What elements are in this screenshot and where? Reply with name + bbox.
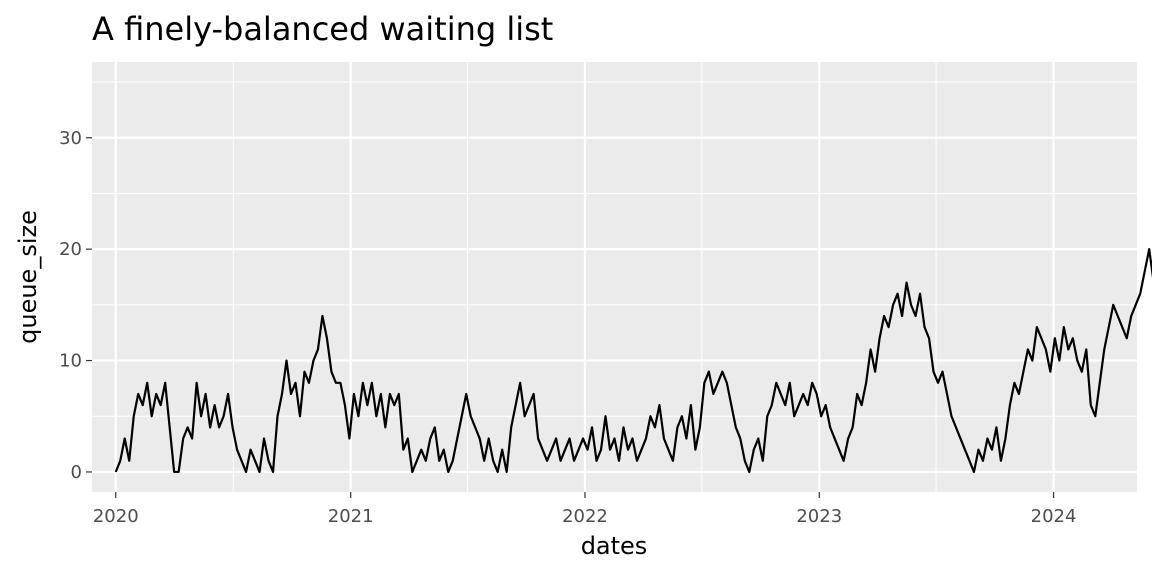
grid-minor bbox=[92, 62, 1137, 492]
x-tick-label: 2023 bbox=[796, 506, 842, 527]
plot-panel bbox=[92, 62, 1137, 492]
x-axis-title: dates bbox=[581, 532, 648, 560]
x-tick-label: 2022 bbox=[562, 506, 608, 527]
y-axis-ticks: 0 10 20 30 bbox=[59, 128, 92, 483]
y-tick-label: 0 bbox=[71, 462, 82, 483]
y-tick-label: 20 bbox=[59, 239, 82, 260]
x-tick-label: 2020 bbox=[93, 506, 139, 527]
y-tick-label: 10 bbox=[59, 351, 82, 372]
x-tick-label: 2024 bbox=[1031, 506, 1077, 527]
x-axis-ticks: 2020 2021 2022 2023 2024 bbox=[93, 492, 1077, 527]
series-line bbox=[114, 248, 1152, 474]
y-tick-label: 30 bbox=[59, 128, 82, 149]
x-tick-label: 2021 bbox=[328, 506, 374, 527]
chart-title: A finely-balanced waiting list bbox=[92, 10, 553, 48]
y-axis-title: queue_size bbox=[14, 210, 42, 344]
